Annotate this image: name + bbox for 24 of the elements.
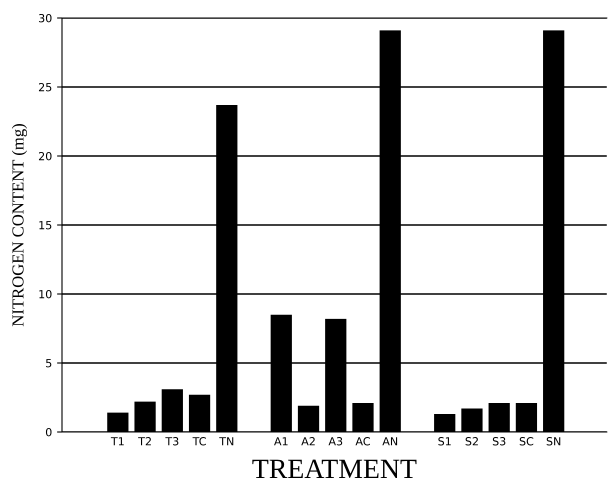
x-axis-title: TREATMENT — [252, 460, 416, 478]
x-tick-label: AN — [382, 437, 398, 446]
y-tick-label: 5 — [46, 359, 52, 368]
x-tick-label: S2 — [466, 437, 478, 446]
y-tick-label: 15 — [39, 221, 52, 230]
x-tick-label: T3 — [165, 437, 178, 446]
y-tick-label: 25 — [38, 82, 52, 92]
x-tick-label: SN — [546, 437, 560, 446]
y-tick-label: 20 — [38, 152, 52, 160]
x-tick-label: TC — [192, 437, 206, 446]
x-tick-label: S1 — [438, 437, 451, 446]
x-tick-label: SC — [520, 437, 534, 446]
y-tick-label: 0 — [46, 428, 52, 436]
x-tick-label: A1 — [274, 437, 288, 446]
y-axis-title: NITROGEN CONTENT (mg) — [12, 124, 28, 326]
x-tick-label: AC — [355, 437, 370, 446]
x-tick-label: S3 — [492, 437, 506, 446]
x-tick-label: T2 — [138, 437, 151, 446]
x-tick-label: A3 — [328, 437, 342, 446]
x-tick-label: A2 — [301, 437, 315, 446]
y-tick-label: 30 — [38, 14, 52, 22]
x-tick-label: TN — [219, 437, 234, 446]
y-tick-label: 10 — [39, 290, 52, 298]
x-tick-label: T1 — [110, 437, 124, 446]
